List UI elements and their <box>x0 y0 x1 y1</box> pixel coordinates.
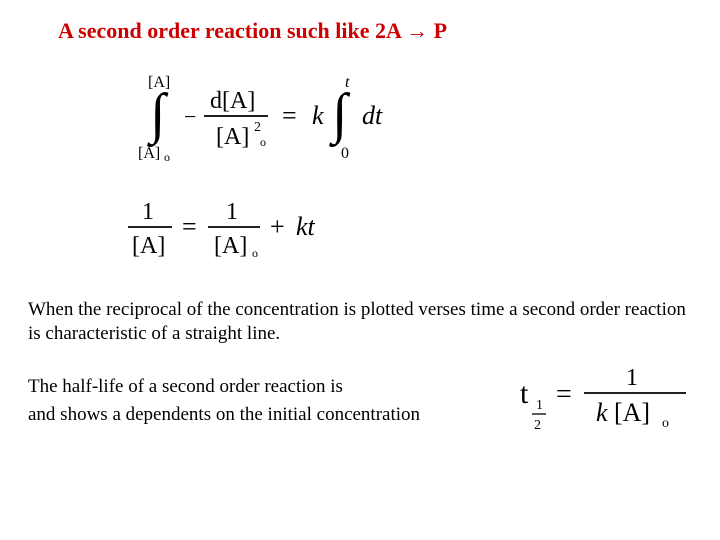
eq2-plus: + <box>270 212 285 241</box>
eq2-Ao-base: [A] <box>214 233 247 259</box>
eq1-rupper: t <box>345 74 350 91</box>
eq3-half-num: 1 <box>536 398 543 413</box>
eq3-eq: = <box>556 379 572 410</box>
eq2-one-a: 1 <box>142 199 154 225</box>
eq2-eq: = <box>182 212 197 241</box>
slide-title: A second order reaction such like 2A → P <box>58 18 700 44</box>
eq1-k: k <box>312 101 324 130</box>
eq2-A: [A] <box>132 233 165 259</box>
eq1-upper: [A] <box>148 74 170 91</box>
eq1-eq: = <box>282 101 297 130</box>
arrow-icon: → <box>406 18 428 43</box>
title-product: P <box>428 18 447 43</box>
eq3-one: 1 <box>626 365 638 391</box>
eq3-k: k <box>596 398 608 427</box>
equation-1: ∫ [A] [A] o − d[A] [A] 2 o = k ∫ t 0 dt <box>128 72 700 167</box>
paragraph-3: and shows a dependents on the initial co… <box>28 404 420 426</box>
eq1-den-base: [A] <box>216 124 249 150</box>
eq1-rlower: 0 <box>341 145 349 162</box>
eq2-one-b: 1 <box>226 199 238 225</box>
eq1-den-sub-o: o <box>260 135 266 149</box>
eq3-Ao-base: [A] <box>614 398 650 427</box>
integral-icon-right: ∫ <box>329 83 351 148</box>
eq1-den-exp: 2 <box>254 120 261 135</box>
eq1-minus: − <box>184 104 196 129</box>
equation-2: 1 [A] = 1 [A] o + kt <box>128 195 700 270</box>
eq1-lower-sub: o <box>164 150 170 162</box>
eq2-Ao-sub: o <box>252 246 258 260</box>
eq1-num: d[A] <box>210 88 255 114</box>
eq2-kt: kt <box>296 212 316 241</box>
title-lead: A second order reaction such like 2A <box>58 18 406 43</box>
paragraph-2: The half-life of a second order reaction… <box>28 376 420 398</box>
eq3-half-den: 2 <box>534 418 541 433</box>
equation-3: t 1 2 = 1 k [A] o <box>514 359 694 444</box>
integral-icon: ∫ <box>147 83 169 148</box>
eq1-lower-base: [A] <box>138 145 160 162</box>
eq1-dt: dt <box>362 101 383 130</box>
eq3-t: t <box>520 377 529 410</box>
paragraph-1: When the reciprocal of the concentration… <box>28 298 700 347</box>
eq3-Ao-sub: o <box>662 416 669 431</box>
